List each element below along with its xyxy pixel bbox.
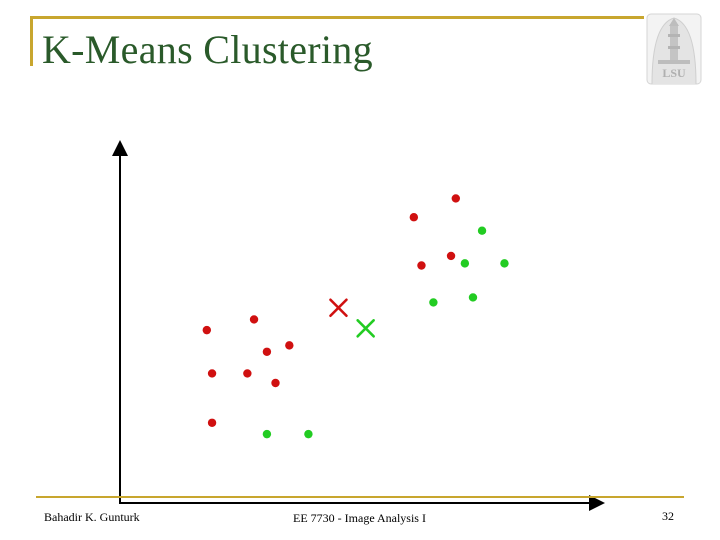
centroid-marker bbox=[329, 298, 348, 318]
data-point bbox=[409, 213, 419, 222]
data-point bbox=[417, 261, 426, 270]
page-number: 32 bbox=[662, 509, 674, 523]
lsu-logo-icon: LSU bbox=[646, 13, 702, 85]
data-point bbox=[207, 369, 217, 378]
title-rule-vertical bbox=[30, 16, 33, 66]
data-point bbox=[429, 298, 438, 307]
slide-title: K-Means Clustering bbox=[42, 27, 373, 72]
data-point bbox=[500, 259, 509, 268]
data-point bbox=[271, 378, 280, 388]
logo-text: LSU bbox=[662, 66, 686, 80]
footer-rule bbox=[36, 496, 684, 498]
footer-author: Bahadir K. Gunturk bbox=[44, 510, 140, 524]
data-point bbox=[451, 194, 461, 203]
data-point bbox=[243, 369, 252, 378]
data-point bbox=[262, 347, 272, 356]
data-point bbox=[202, 325, 212, 335]
data-point bbox=[460, 259, 470, 268]
centroid-marker bbox=[356, 319, 375, 338]
chart-marks bbox=[202, 194, 509, 439]
footer-course: EE 7730 - Image Analysis I bbox=[293, 511, 426, 525]
title-rule-horizontal bbox=[30, 16, 644, 19]
data-point bbox=[446, 251, 456, 261]
data-point bbox=[468, 293, 478, 302]
data-point bbox=[249, 315, 259, 324]
data-point bbox=[262, 429, 272, 439]
data-point bbox=[477, 226, 487, 235]
data-point bbox=[304, 429, 313, 439]
data-point bbox=[285, 341, 294, 350]
data-point bbox=[207, 418, 217, 427]
